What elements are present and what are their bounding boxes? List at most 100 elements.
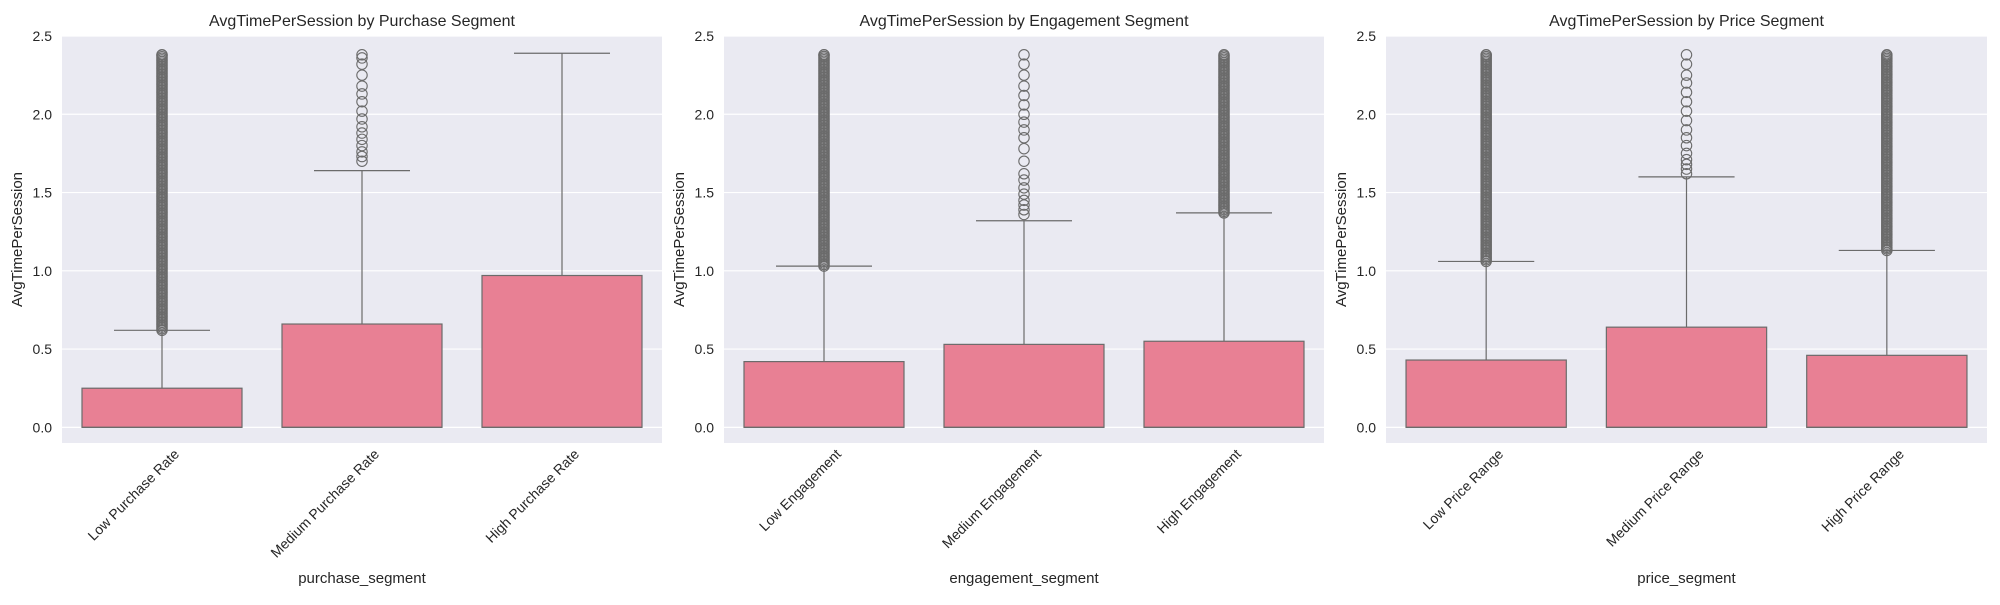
outlier-point: [356, 58, 368, 70]
outlier-point: [1680, 49, 1693, 61]
y-tick-label: 1.0: [33, 263, 53, 279]
x-axis-label: price_segment: [1637, 570, 1736, 587]
outlier-point: [1018, 188, 1030, 200]
outlier-point: [1018, 108, 1030, 121]
y-tick-label: 1.5: [33, 185, 53, 201]
box: [81, 387, 243, 428]
box: [1405, 359, 1567, 428]
x-tick-label: Low Price Range: [1420, 446, 1507, 533]
outlier-point: [1680, 153, 1693, 166]
outlier-point: [1680, 132, 1693, 144]
x-tick-label: High Price Range: [1818, 446, 1907, 535]
outlier-point: [156, 49, 168, 61]
chart-title: AvgTimePerSession by Engagement Segment: [859, 13, 1189, 30]
outlier-point: [1018, 58, 1030, 70]
y-tick-label: 0.5: [1357, 341, 1377, 357]
outlier-point: [356, 150, 368, 163]
outlier-point: [1018, 116, 1030, 128]
outlier-point: [1680, 86, 1693, 99]
y-tick-label: 0.0: [695, 419, 715, 435]
outlier-point: [1018, 208, 1030, 221]
outlier-point: [818, 49, 830, 61]
outlier-point: [1680, 147, 1693, 160]
y-tick-label: 0.5: [33, 341, 53, 357]
y-tick-label: 2.5: [1357, 28, 1377, 44]
outlier-point: [1018, 132, 1030, 144]
box: [281, 323, 443, 428]
outlier-point: [1018, 204, 1030, 216]
x-tick-label: Medium Purchase Rate: [267, 446, 382, 561]
outlier-point: [1680, 158, 1693, 171]
x-tick-label: Medium Price Range: [1603, 446, 1707, 550]
outlier-point: [356, 69, 368, 81]
y-axis-label: AvgTimePerSession: [9, 172, 26, 307]
outlier-point: [1018, 69, 1030, 81]
outlier-point: [356, 155, 368, 167]
y-tick-label: 1.0: [695, 263, 715, 279]
outlier-point: [1680, 114, 1693, 127]
chart-panel-2: 0.0 0.5 1.0 1.5 2.0 2.5 AvgTimePerSession by P…: [1333, 13, 1987, 587]
outlier-point: [1680, 77, 1693, 89]
outlier-point: [1480, 49, 1492, 61]
outlier-point: [356, 80, 368, 92]
outlier-point: [1680, 69, 1693, 81]
outlier-point: [1680, 124, 1693, 136]
outlier-point: [1018, 174, 1030, 186]
outlier-point: [356, 52, 368, 64]
chart-title: AvgTimePerSession by Purchase Segment: [209, 13, 515, 30]
x-tick-label: Low Engagement: [756, 446, 844, 534]
outlier-point: [1680, 105, 1693, 117]
y-tick-label: 1.5: [695, 185, 715, 201]
y-tick-label: 2.0: [33, 106, 53, 122]
x-axis-label: engagement_segment: [949, 570, 1099, 587]
box: [1143, 340, 1305, 428]
y-tick-label: 0.0: [33, 419, 53, 435]
x-tick-label: High Engagement: [1154, 446, 1245, 537]
outlier-point: [1018, 124, 1030, 136]
outlier-point: [356, 88, 368, 100]
box: [481, 274, 643, 428]
outlier-point: [1018, 182, 1030, 194]
box: [1605, 326, 1768, 428]
outlier-point: [356, 105, 368, 117]
y-tick-label: 1.0: [1357, 263, 1377, 279]
outlier-point: [1018, 99, 1030, 111]
chart-panel-0: 0.0 0.5 1.0 1.5 2.0 2.5 AvgTimePerSession by P…: [9, 13, 662, 587]
outlier-point: [1018, 155, 1030, 167]
y-axis-label: AvgTimePerSession: [1333, 172, 1350, 307]
outlier-point: [1680, 58, 1693, 70]
y-tick-label: 2.5: [695, 28, 715, 44]
outlier-point: [1018, 49, 1030, 61]
outlier-point: [356, 121, 368, 133]
outlier-point: [356, 133, 368, 146]
chart-title: AvgTimePerSession by Price Segment: [1549, 13, 1824, 30]
y-axis-label: AvgTimePerSession: [671, 172, 688, 307]
box: [1806, 354, 1968, 428]
outlier-point: [1881, 49, 1893, 61]
y-tick-label: 2.0: [1357, 106, 1377, 122]
y-tick-label: 0.5: [695, 341, 715, 357]
y-tick-label: 0.0: [1357, 419, 1377, 435]
outlier-point: [356, 146, 368, 158]
x-tick-label: High Purchase Rate: [482, 446, 582, 546]
outlier-point: [1018, 80, 1030, 92]
outlier-point: [356, 49, 368, 61]
chart-panel-1: 0.0 0.5 1.0 1.5 2.0 2.5 AvgTimePerSession by E…: [671, 13, 1324, 587]
outlier-point: [356, 95, 368, 108]
box: [943, 343, 1105, 428]
x-tick-label: Low Purchase Rate: [84, 446, 182, 544]
outlier-point: [356, 127, 368, 139]
outlier-point: [1680, 139, 1693, 152]
outlier-point: [356, 113, 368, 125]
outlier-point: [1018, 199, 1030, 211]
outlier-point: [1680, 95, 1693, 108]
outlier-point: [1018, 89, 1030, 102]
box: [743, 361, 905, 428]
x-axis-label: purchase_segment: [298, 570, 426, 587]
outlier-point: [1018, 194, 1030, 207]
y-tick-label: 2.0: [695, 106, 715, 122]
outlier-point: [1018, 142, 1030, 155]
y-tick-label: 1.5: [1357, 185, 1377, 201]
y-tick-label: 2.5: [33, 28, 53, 44]
